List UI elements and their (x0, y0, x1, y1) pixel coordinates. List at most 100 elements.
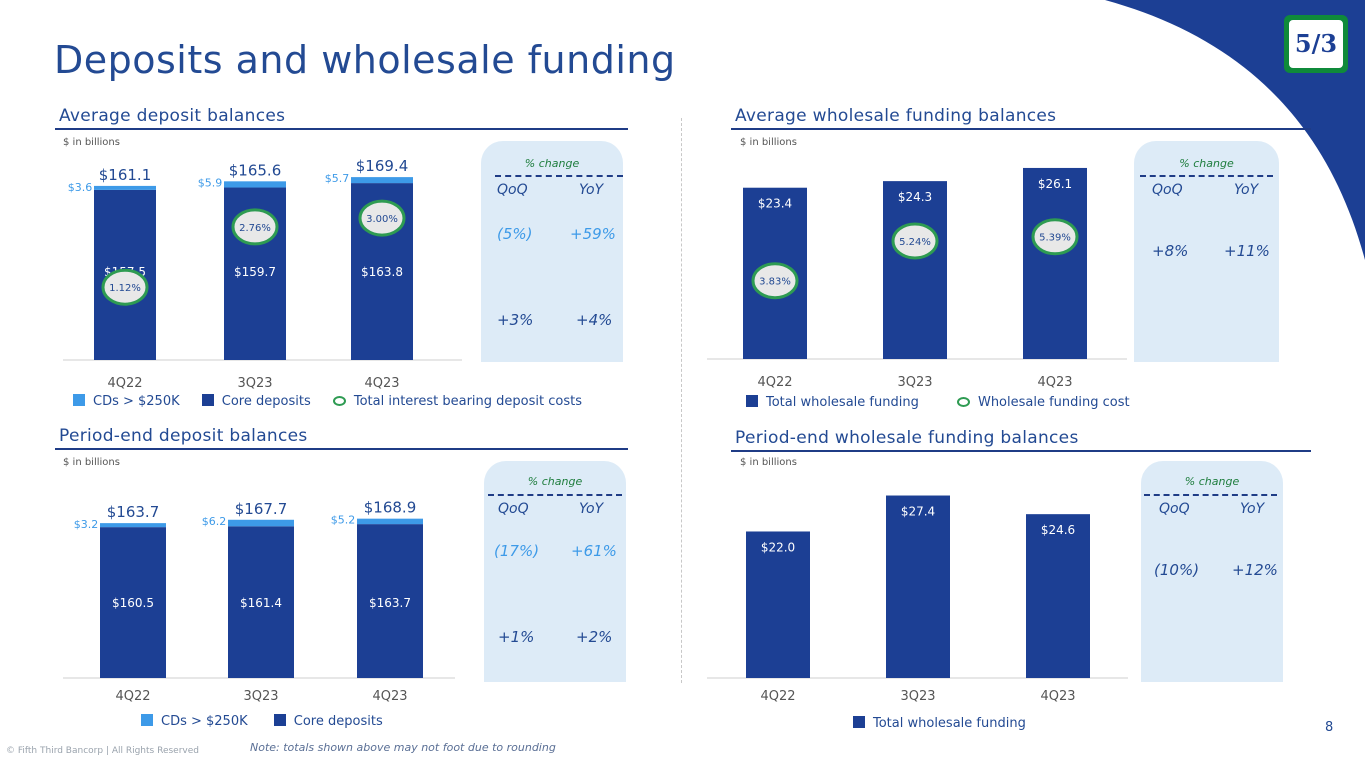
legend-swatch (746, 395, 758, 407)
panel-value: +8% (1152, 242, 1189, 260)
panel-value: +61% (571, 542, 617, 560)
x-tick-label: 3Q23 (237, 376, 272, 391)
core-value-label: $163.7 (369, 596, 411, 610)
x-tick-label: 3Q23 (897, 375, 932, 390)
wholesale-funding-bar (1026, 514, 1090, 678)
cds-value-label: $5.9 (198, 176, 223, 189)
cds-bar-segment (224, 181, 286, 188)
panel-col-yoy: YoY (579, 182, 604, 198)
panel-col-qoq: QoQ (498, 501, 529, 517)
section-rule (55, 128, 628, 130)
panel-col-qoq: QoQ (1159, 501, 1190, 517)
legend-ring (332, 396, 346, 406)
panel-header: % change (524, 157, 580, 170)
legend-item: Core deposits (201, 394, 311, 409)
rate-marker-circle (891, 222, 939, 260)
core-deposits-bar (100, 527, 166, 678)
bar-value-label: $22.0 (761, 540, 795, 554)
legend-pe-deposits: CDs > $250K Core deposits (141, 714, 383, 729)
legend-swatch (73, 394, 85, 406)
x-tick-label: 4Q23 (372, 689, 407, 704)
panel-col-qoq: QoQ (1152, 182, 1183, 198)
panel-value: +12% (1232, 561, 1278, 579)
legend-label: Wholesale funding cost (977, 395, 1130, 410)
panel-value: +4% (576, 311, 613, 329)
x-tick-label: 4Q23 (1037, 375, 1072, 390)
rate-marker-label: 5.39% (1039, 233, 1071, 244)
core-value-label: $160.5 (112, 596, 154, 610)
panel-dash-rule (495, 175, 623, 177)
rate-marker-circle (231, 208, 279, 246)
legend-item: Total wholesale funding (746, 395, 919, 410)
legend-swatch (853, 716, 865, 728)
panel-value: +2% (576, 628, 613, 646)
panel-value: +59% (570, 225, 616, 243)
bar-value-label: $24.6 (1041, 523, 1075, 537)
legend-item: CDs > $250K (141, 714, 248, 729)
cds-value-label: $3.2 (74, 518, 99, 531)
bar-value-label: $27.4 (901, 505, 935, 519)
bar-total-label: $163.7 (107, 503, 160, 521)
panel-header: % change (1179, 157, 1234, 170)
pct-change-panel: % change QoQ YoY (17%) +61% +1% +2% (484, 461, 626, 682)
rate-marker-label: 2.76% (239, 223, 271, 234)
x-tick-label: 4Q23 (364, 376, 399, 391)
rounding-note: Note: totals shown above may not foot du… (250, 741, 556, 754)
rate-marker-circle (1031, 218, 1079, 256)
x-tick-label: 3Q23 (900, 689, 935, 704)
section-title-avg-wholesale: Average wholesale funding balances (735, 106, 1057, 126)
wholesale-funding-bar (746, 531, 810, 678)
x-tick-label: 4Q23 (1040, 689, 1075, 704)
legend-avg-deposits: CDs > $250K Core deposits Total interest… (73, 394, 582, 409)
core-deposits-bar (228, 526, 294, 678)
cds-value-label: $3.6 (68, 181, 93, 194)
panel-value: +11% (1224, 242, 1270, 260)
section-rule (731, 128, 1311, 130)
bar-value-label: $23.4 (758, 197, 792, 211)
cds-bar-segment (351, 177, 413, 184)
rate-marker-label: 5.24% (899, 237, 931, 248)
legend-pe-wholesale: Total wholesale funding (853, 716, 1026, 731)
legend-item: Total interest bearing deposit costs (332, 394, 582, 409)
section-title-avg-deposits: Average deposit balances (59, 106, 286, 126)
bar-total-label: $169.4 (356, 157, 409, 175)
legend-label: Total wholesale funding (873, 716, 1026, 731)
legend-label: Core deposits (293, 714, 383, 729)
panel-value: (10%) (1154, 561, 1200, 579)
bar-value-label: $26.1 (1038, 177, 1072, 191)
x-tick-label: 3Q23 (243, 689, 278, 704)
cds-value-label: $6.2 (202, 515, 227, 528)
rate-marker-label: 1.12% (109, 283, 141, 294)
panel-col-yoy: YoY (1240, 501, 1265, 517)
x-tick-label: 4Q22 (115, 689, 150, 704)
panel-col-yoy: YoY (579, 501, 604, 517)
legend-label: Total interest bearing deposit costs (353, 394, 582, 409)
panel-dash-rule (1144, 494, 1277, 496)
wholesale-funding-bar (1023, 167, 1087, 359)
legend-item: Total wholesale funding (853, 716, 1026, 731)
legend-swatch (201, 394, 214, 406)
core-value-label: $161.4 (240, 596, 282, 610)
panel-dash-rule (1140, 175, 1273, 177)
bar-total-label: $168.9 (364, 499, 417, 517)
panel-header: % change (1184, 475, 1240, 488)
legend-avg-wholesale: Total wholesale funding Wholesale fundin… (746, 395, 1130, 410)
legend-swatch (141, 714, 153, 726)
legend-label: Total wholesale funding (766, 395, 919, 410)
page-number: 8 (1325, 720, 1334, 735)
bar-value-label: $24.3 (898, 190, 932, 204)
copyright-footer: © Fifth Third Bancorp | All Rights Reser… (6, 746, 199, 756)
pct-change-panel: % change QoQ YoY +8% +11% (1134, 141, 1279, 362)
legend-item: Wholesale funding cost (956, 395, 1130, 410)
panel-header: % change (527, 475, 583, 488)
core-deposits-bar (357, 524, 423, 678)
cds-bar-segment (357, 518, 423, 525)
bar-total-label: $165.6 (229, 161, 282, 179)
rate-marker-label: 3.83% (759, 277, 791, 288)
rate-marker-circle (358, 199, 406, 237)
wholesale-funding-bar (883, 181, 947, 359)
legend-label: CDs > $250K (93, 394, 180, 409)
legend-swatch (273, 714, 286, 726)
page-title: Deposits and wholesale funding (54, 38, 676, 82)
x-tick-label: 4Q22 (107, 376, 142, 391)
